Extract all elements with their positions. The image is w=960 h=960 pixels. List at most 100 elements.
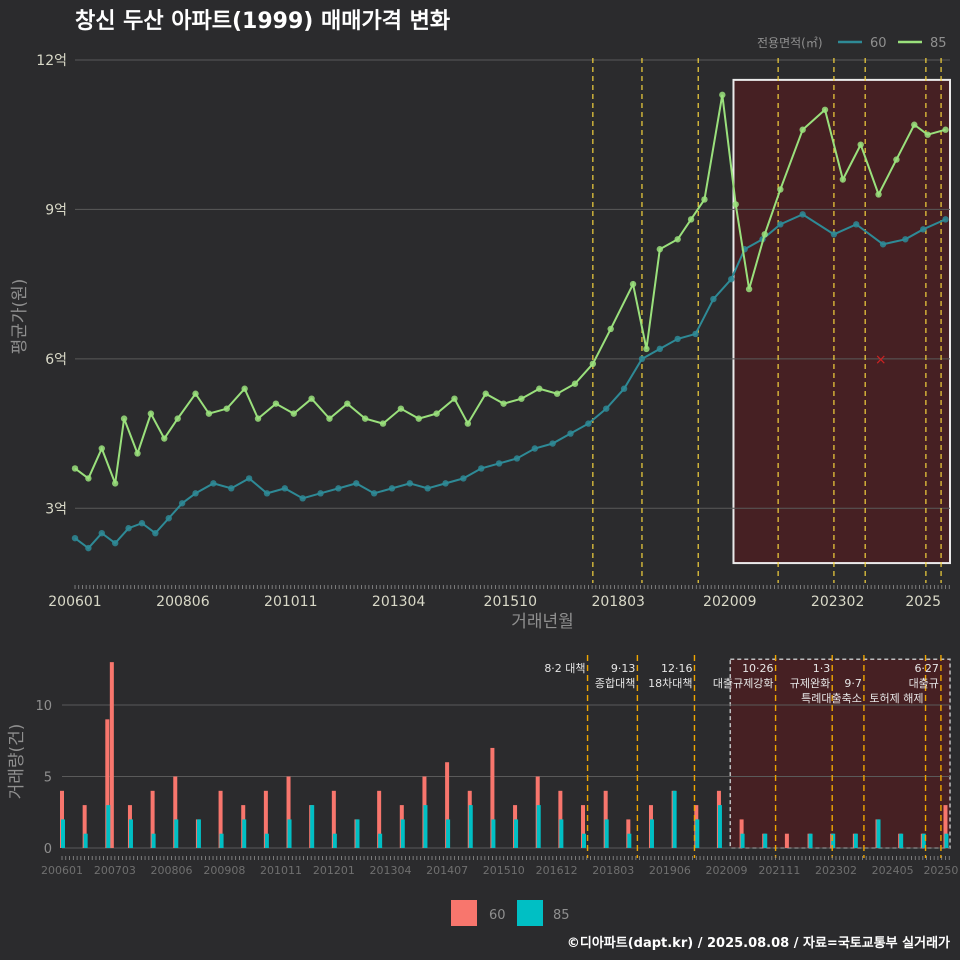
x-tick-label: 202302 (811, 594, 864, 610)
series-point-60 (442, 480, 449, 487)
top-legend-label-60: 60 (870, 36, 887, 51)
y-axis-title: 평균가(원) (10, 279, 30, 355)
volume-bar-60 (218, 790, 223, 848)
series-point-85 (415, 415, 422, 422)
volume-bar-85 (355, 819, 360, 848)
volume-bar-60 (490, 747, 495, 848)
volume-bar-85 (219, 833, 224, 848)
series-point-60 (656, 345, 664, 353)
volume-bar-85 (627, 833, 632, 848)
series-point-60 (460, 475, 467, 482)
series-point-60 (335, 485, 342, 492)
series-point-60 (674, 335, 681, 343)
volume-bar-85 (944, 833, 949, 848)
series-point-85 (857, 141, 864, 148)
series-point-60 (495, 460, 503, 467)
policy-label: 특례대출축소 (801, 692, 862, 705)
policy-label: 9·7 (844, 677, 862, 690)
volume-bar-60 (445, 762, 450, 848)
policy-label: 종합대책 (595, 677, 635, 690)
volume-bar-85 (446, 819, 451, 848)
volume-bar-85 (151, 833, 156, 848)
series-point-85 (656, 246, 664, 253)
series-point-85 (924, 131, 931, 138)
volume-x-tick-label: 202009 (706, 864, 748, 877)
series-point-60 (370, 490, 378, 497)
series-point-60 (710, 295, 717, 303)
policy-label: 6·27 (914, 662, 939, 675)
series-point-60 (799, 211, 806, 218)
volume-bar-60 (263, 790, 268, 848)
volume-bar-85 (740, 833, 745, 848)
volume-bar-85 (174, 819, 179, 848)
volume-x-tick-label: 201510 (483, 864, 525, 877)
volume-bar-85 (514, 819, 519, 848)
series-point-60 (513, 455, 521, 462)
volume-x-tick-label: 201304 (369, 864, 411, 877)
source-footer: ©디아파트(dapt.kr) / 2025.08.08 / 자료=국토교통부 실… (567, 935, 950, 951)
series-point-60 (406, 480, 414, 487)
series-point-85 (326, 415, 333, 422)
series-point-85 (205, 410, 213, 417)
volume-bar-85 (876, 819, 881, 848)
marker-point: × (875, 352, 887, 368)
policy-label: 12·16 (661, 662, 693, 675)
volume-bar-85 (83, 833, 88, 848)
series-point-85 (254, 415, 262, 422)
series-point-60 (98, 529, 105, 537)
volume-bar-85 (310, 805, 315, 848)
bottom-legend-label-85: 85 (553, 908, 570, 923)
series-point-60 (152, 529, 159, 537)
volume-panel: 0 5 10 8·2 대책 9·13 종합대책 12·16 18차대책 10·26 대출규제강화 1… (7, 655, 958, 877)
volume-bar-60 (150, 790, 155, 848)
series-point-85 (223, 405, 230, 412)
series-point-85 (464, 420, 472, 427)
volume-x-tick-label: 201011 (260, 864, 302, 877)
volume-bar-60 (173, 776, 178, 848)
volume-bar-85 (332, 833, 337, 848)
series-point-60 (531, 445, 539, 452)
series-point-85 (98, 445, 105, 452)
series-point-60 (245, 475, 253, 482)
volume-bar-85 (61, 819, 65, 848)
volume-bar-85 (242, 819, 247, 848)
series-point-85 (893, 156, 900, 163)
bottom-legend: 60 85 (451, 900, 570, 926)
volume-bar-85 (831, 833, 836, 848)
volume-bar-85 (378, 833, 383, 848)
series-point-85 (134, 450, 141, 457)
volume-bar-85 (921, 833, 926, 848)
series-point-60 (424, 485, 431, 492)
volume-bar-85 (491, 819, 496, 848)
volume-bar-60 (943, 805, 948, 848)
policy-label: 10·26 (742, 662, 774, 675)
series-point-85 (272, 400, 280, 407)
series-point-60 (585, 420, 592, 427)
top-legend-title: 전용면적(㎡) (757, 36, 823, 50)
series-point-85 (290, 410, 297, 417)
series-point-85 (85, 475, 92, 482)
series-point-60 (263, 490, 271, 497)
series-point-85 (482, 390, 489, 397)
series-point-60 (879, 241, 887, 248)
volume-bar-85 (536, 805, 541, 848)
volume-bar-85 (604, 819, 609, 848)
series-point-85 (241, 385, 248, 392)
volume-x-tick-label: 200806 (151, 864, 193, 877)
policy-label: 9·13 (611, 662, 636, 675)
series-point-85 (71, 465, 79, 472)
bottom-legend-swatch-85 (517, 900, 543, 926)
series-point-60 (353, 480, 360, 487)
policy-label: 1·3 (813, 662, 831, 675)
series-point-60 (281, 485, 289, 492)
volume-x-tick-label: 200908 (203, 864, 245, 877)
x-tick-label: 201510 (484, 594, 537, 610)
series-point-60 (210, 480, 217, 487)
volume-bar-85 (400, 819, 405, 848)
series-point-85 (433, 410, 440, 417)
series-point-60 (567, 430, 574, 437)
series-point-85 (777, 186, 784, 193)
series-point-85 (553, 390, 561, 397)
series-point-85 (911, 121, 918, 128)
volume-bar-85 (196, 819, 201, 848)
